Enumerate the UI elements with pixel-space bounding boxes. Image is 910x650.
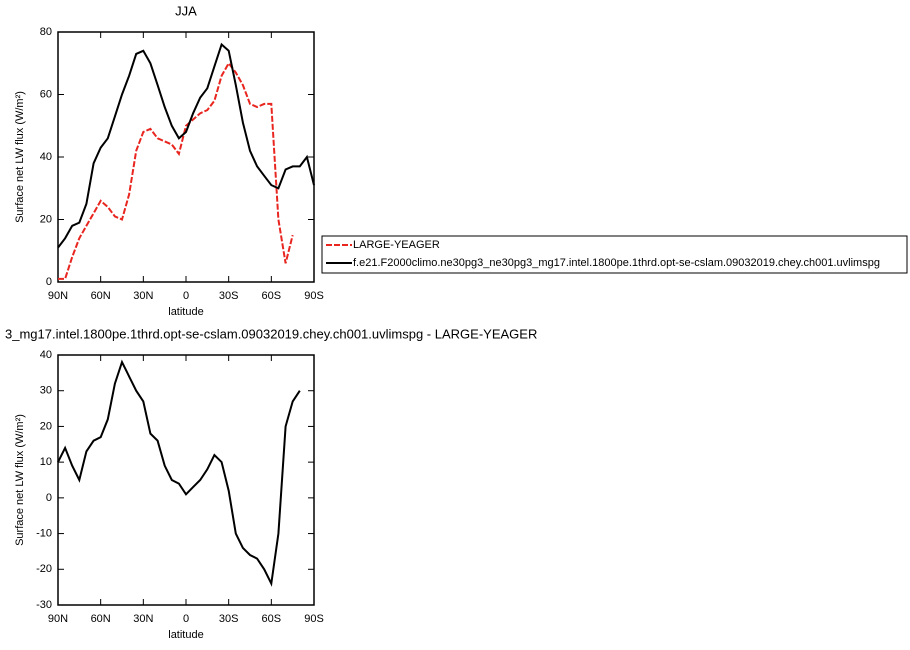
y-tick-label: 60 xyxy=(40,88,52,100)
x-tick-label: 30S xyxy=(219,290,239,302)
x-tick-label: 90S xyxy=(304,290,324,302)
x-tick-label: 60S xyxy=(262,613,282,625)
series-line xyxy=(57,42,315,249)
x-tick-label: 60N xyxy=(91,613,111,625)
y-tick-label: -30 xyxy=(36,599,52,611)
series-line xyxy=(58,61,294,280)
y-tick-label: 0 xyxy=(46,492,52,504)
series-line xyxy=(57,359,301,587)
legend-label: LARGE-YEAGER xyxy=(353,239,440,251)
y-tick-label: 80 xyxy=(40,26,52,38)
x-axis-label: latitude xyxy=(168,629,203,641)
y-tick-label: 30 xyxy=(40,385,52,397)
x-axis-label: latitude xyxy=(168,306,203,318)
y-tick-label: 20 xyxy=(40,213,52,225)
chart-title: 3_mg17.intel.1800pe.1thrd.opt-se-cslam.0… xyxy=(5,326,537,341)
x-tick-label: 30S xyxy=(219,613,239,625)
x-tick-label: 90N xyxy=(48,290,68,302)
x-tick-label: 30N xyxy=(133,613,153,625)
y-axis-label: Surface net LW flux (W/m²) xyxy=(14,91,26,223)
y-tick-label: -20 xyxy=(36,563,52,575)
y-tick-label: 40 xyxy=(40,151,52,163)
legend-label: f.e21.F2000climo.ne30pg3_ne30pg3_mg17.in… xyxy=(353,257,880,269)
y-tick-label: 0 xyxy=(46,276,52,288)
x-tick-label: 0 xyxy=(183,613,189,625)
x-tick-label: 60N xyxy=(91,290,111,302)
plot-frame xyxy=(57,354,315,606)
y-axis-label: Surface net LW flux (W/m²) xyxy=(14,414,26,546)
x-tick-label: 30N xyxy=(133,290,153,302)
y-tick-label: 10 xyxy=(40,456,52,468)
y-tick-label: 40 xyxy=(40,349,52,361)
y-tick-label: 20 xyxy=(40,420,52,432)
x-tick-label: 60S xyxy=(262,290,282,302)
legend-box xyxy=(321,235,908,274)
chart-title: JJA xyxy=(175,3,197,18)
x-tick-label: 90S xyxy=(304,613,324,625)
x-tick-label: 0 xyxy=(183,290,189,302)
x-tick-label: 90N xyxy=(48,613,68,625)
y-tick-label: -10 xyxy=(36,527,52,539)
